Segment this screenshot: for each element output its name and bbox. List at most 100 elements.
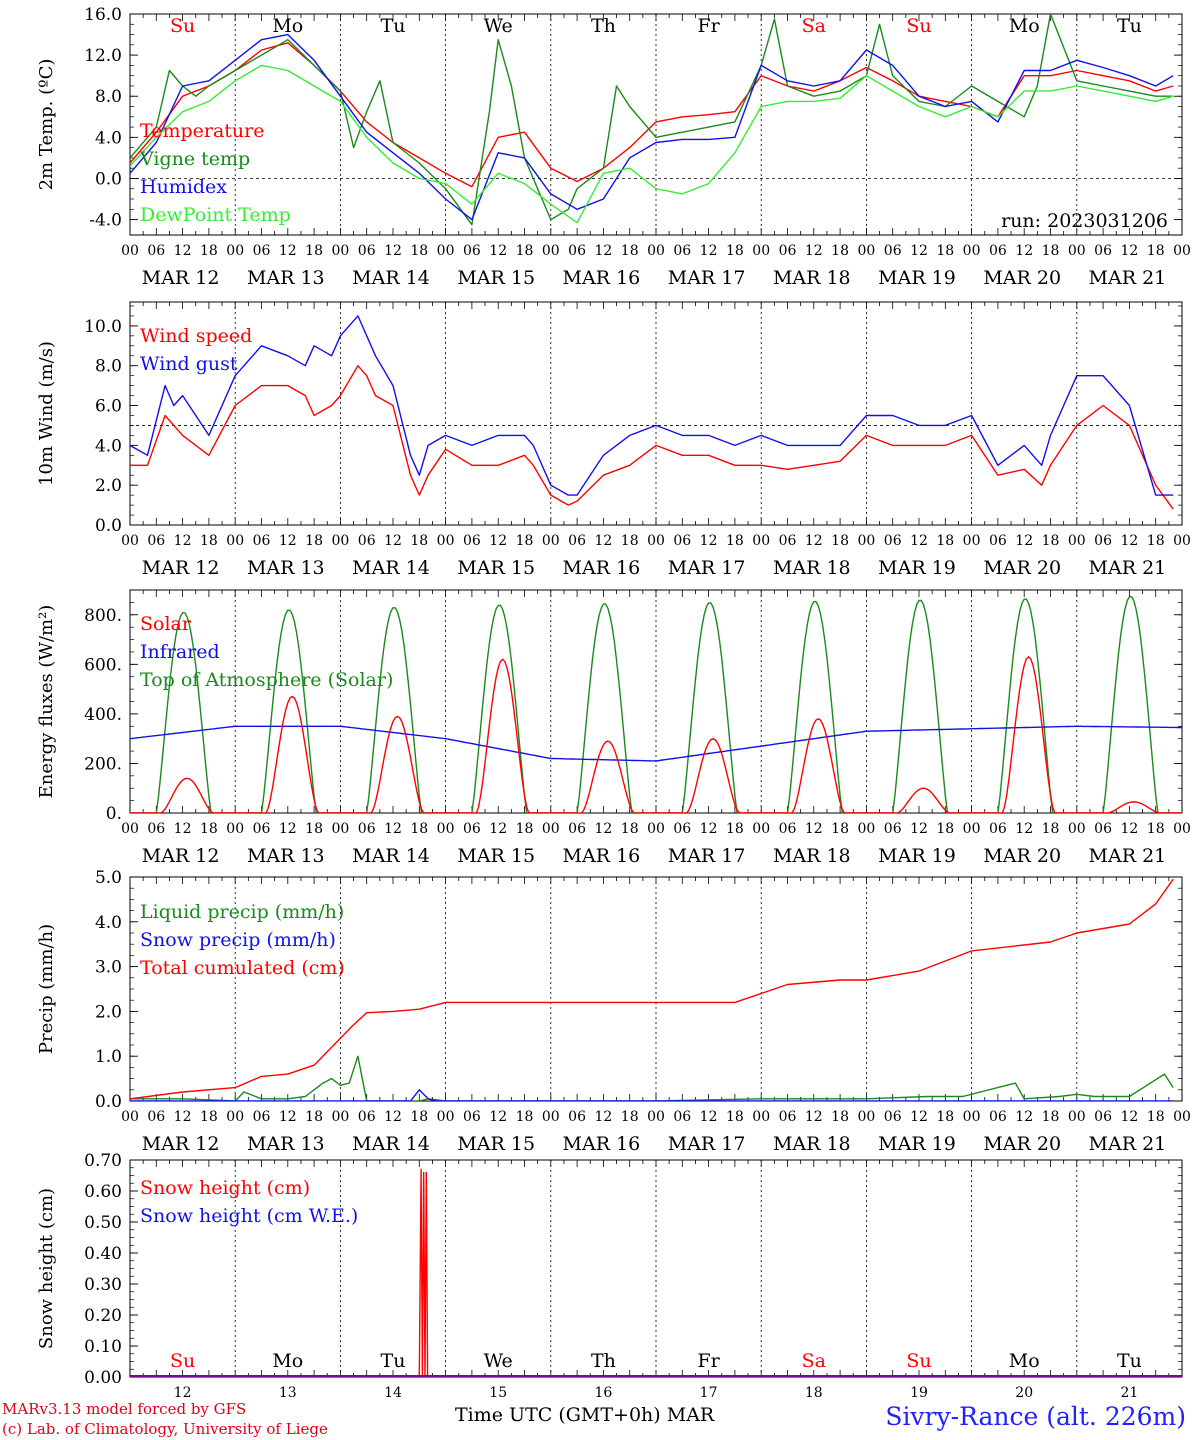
hour-tick-label: 12 <box>910 821 928 837</box>
hour-tick-label: 00 <box>857 1109 875 1125</box>
hour-tick-label: 06 <box>568 243 586 259</box>
day-label: MAR 18 <box>773 1133 851 1155</box>
panel-2: 0.0 2.0 4.0 6.0 8.0 10.0 10m Wind (m/s) 00 06 12 1… <box>36 301 1191 579</box>
hour-tick-label: 00 <box>121 243 139 259</box>
day-label: MAR 15 <box>457 557 535 579</box>
hour-tick-label: 00 <box>542 821 560 837</box>
hour-tick-label: 18 <box>936 243 954 259</box>
day-label: MAR 12 <box>142 1133 220 1155</box>
hour-tick-label: 18 <box>200 243 218 259</box>
hour-tick-label: 00 <box>963 821 981 837</box>
y-tick-label: 200. <box>84 754 122 774</box>
hour-tick-label: 12 <box>279 533 297 549</box>
legend-entry: Solar <box>140 613 192 635</box>
hour-tick-label: 00 <box>647 243 665 259</box>
legend-entry: Infrared <box>140 641 220 663</box>
y-tick-label: 0.0 <box>95 169 122 189</box>
y-tick-label: 4.0 <box>95 436 122 456</box>
hour-tick-label: 18 <box>831 1109 849 1125</box>
hour-tick-label: 18 <box>410 533 428 549</box>
legend-entry: Wind speed <box>140 325 252 347</box>
hour-tick-label: 18 <box>200 533 218 549</box>
weekday-label: Tu <box>381 15 406 37</box>
hour-tick-label: 00 <box>1068 821 1086 837</box>
weekday-label: Su <box>170 15 195 37</box>
plot-area <box>130 878 1174 1101</box>
hour-tick-label: 00 <box>1173 533 1191 549</box>
series-line-snow-precip-mm-h- <box>130 1089 1174 1101</box>
series-line-temperature <box>130 42 1174 188</box>
legend-entry: Total cumulated (cm) <box>140 957 345 979</box>
hour-tick-label: 18 <box>305 243 323 259</box>
hour-tick-label: 12 <box>805 243 823 259</box>
hour-tick-label: 12 <box>594 1109 612 1125</box>
day-label: MAR 12 <box>142 557 220 579</box>
hour-tick-label: 18 <box>305 533 323 549</box>
day-label: MAR 15 <box>457 845 535 867</box>
weekday-label: Th <box>591 15 616 37</box>
hour-tick-label: 12 <box>1015 243 1033 259</box>
hour-tick-label: 00 <box>121 1109 139 1125</box>
hour-tick-label: 00 <box>437 533 455 549</box>
hour-tick-label: 12 <box>700 243 718 259</box>
day-number-label: 20 <box>1015 1385 1033 1401</box>
hour-tick-label: 18 <box>621 533 639 549</box>
y-tick-label: 5.0 <box>95 868 122 888</box>
hour-tick-label: 00 <box>1068 533 1086 549</box>
hour-tick-label: 12 <box>1120 243 1138 259</box>
hour-tick-label: 12 <box>489 821 507 837</box>
day-label: MAR 16 <box>563 557 641 579</box>
hour-tick-label: 00 <box>1173 243 1191 259</box>
hour-tick-label: 06 <box>884 1109 902 1125</box>
hour-tick-label: 18 <box>1042 243 1060 259</box>
hour-tick-label: 00 <box>963 533 981 549</box>
day-label: MAR 18 <box>773 845 851 867</box>
hour-tick-label: 00 <box>752 243 770 259</box>
hour-tick-label: 00 <box>226 533 244 549</box>
series-line-total-cumulated-cm- <box>130 878 1174 1100</box>
hour-tick-label: 06 <box>779 1109 797 1125</box>
day-label: MAR 13 <box>247 267 325 289</box>
hour-tick-label: 06 <box>568 1109 586 1125</box>
hour-tick-label: 12 <box>805 533 823 549</box>
series-line-wind-speed <box>130 365 1174 510</box>
hour-tick-label: 00 <box>963 243 981 259</box>
weekday-label: Tu <box>1117 15 1142 37</box>
hour-tick-label: 12 <box>489 1109 507 1125</box>
hour-tick-label: 18 <box>410 1109 428 1125</box>
day-label: MAR 21 <box>1089 845 1167 867</box>
y-tick-label: 6.0 <box>95 397 122 417</box>
legend-entry: Temperature <box>140 120 264 142</box>
hour-tick-label: 00 <box>752 533 770 549</box>
y-tick-label: 0. <box>106 804 122 824</box>
hour-tick-label: 12 <box>1120 533 1138 549</box>
day-number-label: 12 <box>174 1385 192 1401</box>
weekday-label: We <box>484 15 513 37</box>
hour-tick-label: 12 <box>489 533 507 549</box>
hour-tick-label: 00 <box>437 243 455 259</box>
series-line-humidex <box>130 33 1174 221</box>
hour-tick-label: 00 <box>331 821 349 837</box>
hour-tick-label: 06 <box>673 243 691 259</box>
hour-tick-label: 12 <box>910 1109 928 1125</box>
hour-tick-label: 06 <box>989 243 1007 259</box>
y-tick-label: 0.40 <box>84 1244 122 1264</box>
day-number-label: 14 <box>384 1385 402 1401</box>
day-number-label: 15 <box>489 1385 507 1401</box>
y-tick-label: 10.0 <box>84 317 122 337</box>
day-label: MAR 17 <box>668 1133 746 1155</box>
hour-tick-label: 18 <box>621 243 639 259</box>
hour-tick-label: 12 <box>279 821 297 837</box>
legend-entry: Humidex <box>140 176 227 198</box>
hour-tick-label: 00 <box>226 821 244 837</box>
hour-tick-label: 06 <box>779 821 797 837</box>
weekday-label: Su <box>906 15 931 37</box>
day-label: MAR 12 <box>142 845 220 867</box>
hour-tick-label: 18 <box>726 533 744 549</box>
y-axis-label: 2m Temp. (ºC) <box>36 59 57 191</box>
hour-tick-label: 06 <box>463 1109 481 1125</box>
y-tick-label: 4.0 <box>95 128 122 148</box>
day-label: MAR 14 <box>352 1133 430 1155</box>
day-label: MAR 21 <box>1089 557 1167 579</box>
hour-tick-label: 00 <box>542 243 560 259</box>
